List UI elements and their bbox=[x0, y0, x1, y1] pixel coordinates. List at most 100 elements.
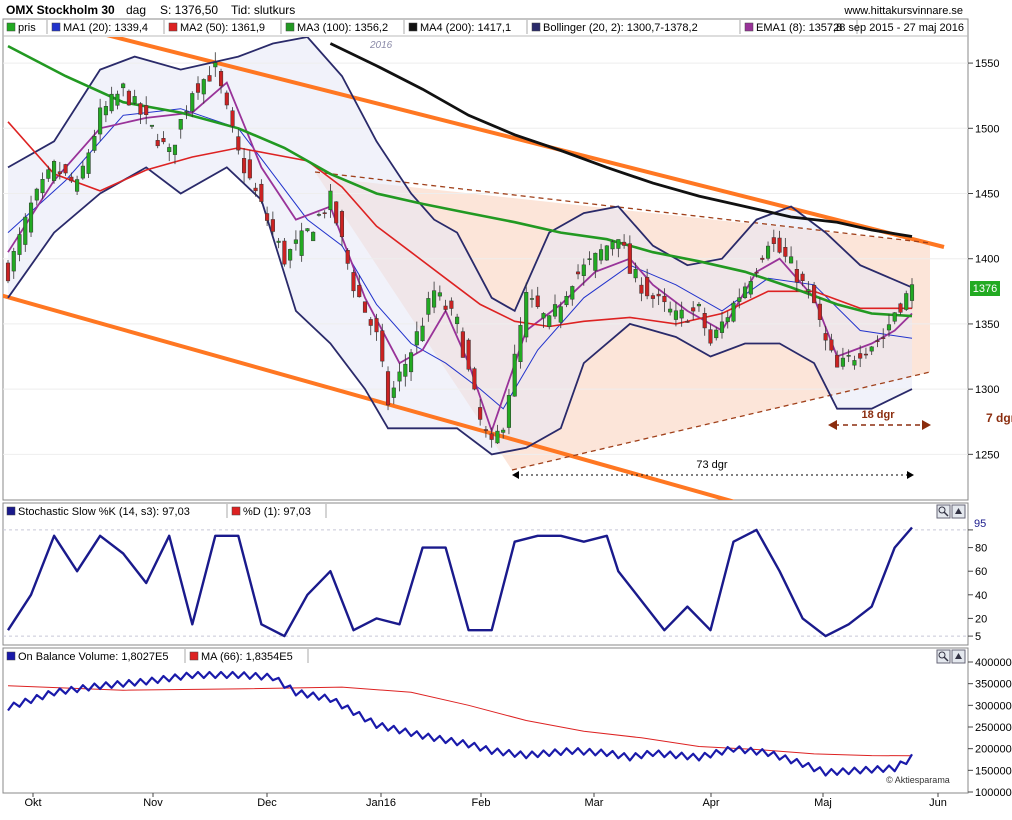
candle-body bbox=[512, 353, 517, 397]
candle-body bbox=[316, 214, 321, 216]
candle-60 bbox=[351, 269, 356, 298]
candle-body bbox=[149, 124, 154, 127]
candle-body bbox=[483, 429, 488, 431]
candle-50 bbox=[293, 230, 298, 251]
legend-swatch-3 bbox=[285, 22, 295, 32]
candle-body bbox=[80, 165, 85, 179]
candle-110 bbox=[639, 277, 644, 302]
candle-79 bbox=[460, 327, 465, 358]
candle-91 bbox=[529, 289, 535, 308]
obv-panel-frame bbox=[2, 647, 969, 794]
stoch-legend: Stochastic Slow %K (14, s3): 97,03 %D (1)… bbox=[6, 504, 327, 518]
candle-body bbox=[904, 293, 909, 310]
candle-body bbox=[812, 284, 817, 304]
legend-swatch-1 bbox=[51, 22, 61, 32]
candle-body bbox=[362, 301, 368, 313]
legend-swatch-1 bbox=[189, 651, 199, 661]
candle-body bbox=[863, 353, 868, 356]
bollinger-band-fill bbox=[8, 37, 912, 455]
candle-body bbox=[132, 96, 137, 104]
candle-body bbox=[719, 321, 725, 333]
candle-body bbox=[270, 219, 275, 232]
candle-24 bbox=[144, 96, 149, 125]
candle-72 bbox=[420, 317, 425, 342]
candle-body bbox=[829, 339, 834, 351]
candle-body bbox=[696, 303, 702, 307]
stoch-zoom-icon[interactable] bbox=[936, 504, 951, 519]
candle-body bbox=[178, 119, 183, 130]
last-price-badge bbox=[970, 281, 1000, 296]
candle-146 bbox=[846, 349, 851, 363]
candle-5 bbox=[34, 187, 39, 206]
candle-body bbox=[443, 305, 448, 310]
stoch-tick-label-80: 80 bbox=[975, 543, 987, 555]
obv-zoom-icon[interactable] bbox=[936, 649, 951, 664]
candle-body bbox=[288, 249, 293, 261]
candle-body bbox=[714, 329, 719, 339]
legend-swatch-0 bbox=[6, 506, 16, 516]
candle-78 bbox=[455, 313, 460, 334]
candle-9 bbox=[57, 161, 62, 180]
obv-legend: On Balance Volume: 1,8027E5 MA (66): 1,83… bbox=[6, 649, 309, 663]
price-tick-label-1400: 1400 bbox=[975, 254, 999, 266]
site-label: www.hittakursvinnare.se bbox=[843, 5, 963, 17]
candle-61 bbox=[357, 274, 362, 298]
candle-3 bbox=[23, 213, 28, 252]
candle-body bbox=[75, 179, 80, 192]
candle-body bbox=[702, 313, 707, 329]
candle-57 bbox=[334, 201, 339, 226]
candle-body bbox=[748, 281, 753, 295]
candle-82 bbox=[478, 398, 483, 426]
candle-12 bbox=[75, 175, 80, 195]
candle-89 bbox=[518, 317, 523, 369]
candle-63 bbox=[368, 316, 373, 336]
stoch-collapse-icon[interactable] bbox=[951, 504, 966, 519]
candle-4 bbox=[28, 195, 34, 238]
candle-body bbox=[247, 159, 252, 179]
legend-label-4: MA4 (200): 1417,1 bbox=[420, 22, 511, 34]
obv-collapse-icon[interactable] bbox=[951, 649, 966, 664]
candle-23 bbox=[138, 102, 143, 125]
legend-swatch-0 bbox=[6, 651, 16, 661]
price-tick-label-1550: 1550 bbox=[975, 58, 999, 70]
candle-102 bbox=[593, 252, 598, 279]
chart-title: OMX Stockholm 30 bbox=[6, 3, 115, 17]
candle-99 bbox=[575, 264, 581, 280]
candle-body bbox=[725, 317, 730, 323]
candle-70 bbox=[409, 349, 414, 382]
legend-label-0: pris bbox=[18, 22, 36, 34]
candle-body bbox=[552, 304, 558, 317]
candle-49 bbox=[288, 248, 293, 269]
candle-body bbox=[495, 430, 500, 444]
obv-tick-label-250000: 250000 bbox=[975, 722, 1012, 734]
candle-94 bbox=[547, 314, 552, 330]
triangle-upper-dashed bbox=[314, 171, 931, 244]
candle-body bbox=[817, 303, 822, 320]
candle-body bbox=[374, 318, 379, 333]
legend-swatch-1 bbox=[231, 506, 241, 516]
candle-body bbox=[334, 201, 339, 224]
ma50-line bbox=[7, 121, 912, 328]
stoch-tick-label-5: 5 bbox=[975, 631, 981, 643]
candle-body bbox=[881, 337, 886, 339]
stoch-panel-frame bbox=[2, 502, 969, 646]
candle-30 bbox=[178, 119, 183, 139]
days-73-arrow-right bbox=[907, 471, 914, 479]
candle-body bbox=[5, 262, 11, 282]
candle-body bbox=[265, 213, 270, 221]
candle-body bbox=[213, 62, 218, 68]
chart-interval: dag bbox=[126, 3, 146, 17]
x-tick-label-7: Maj bbox=[814, 797, 832, 809]
candle-149 bbox=[863, 347, 868, 359]
candle-body bbox=[144, 105, 149, 116]
candle-body bbox=[535, 295, 540, 307]
candle-body bbox=[472, 368, 477, 390]
candle-body bbox=[489, 433, 494, 440]
candle-body bbox=[190, 93, 195, 112]
close-label: S: 1376,50 bbox=[160, 3, 218, 17]
candle-143 bbox=[829, 333, 834, 353]
stoch-k-line bbox=[6, 526, 913, 638]
legend-label-0: On Balance Volume: 1,8027E5 bbox=[18, 651, 168, 663]
candle-body bbox=[69, 176, 74, 182]
candle-body bbox=[299, 230, 304, 256]
